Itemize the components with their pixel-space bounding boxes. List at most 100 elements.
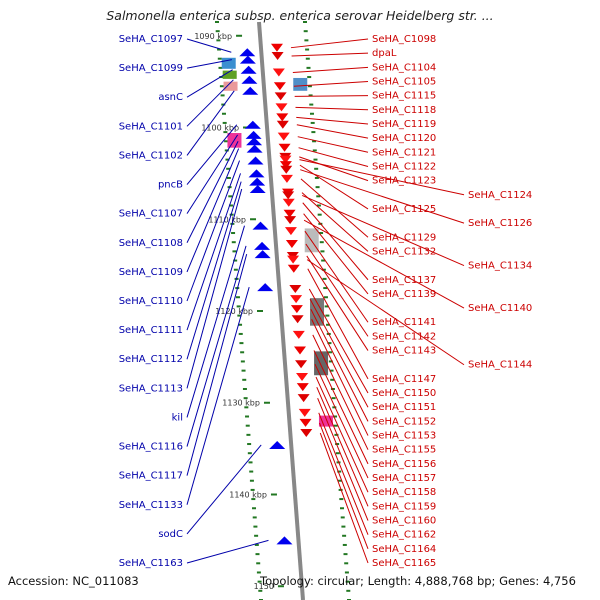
gene-leader-line bbox=[186, 245, 247, 447]
forward-feature-arrow bbox=[272, 68, 285, 77]
gene-leader-line bbox=[186, 287, 250, 505]
forward-feature-arrow bbox=[290, 295, 303, 304]
gene-label: SeHA_C1124 bbox=[468, 190, 532, 201]
reverse-feature-arrow bbox=[246, 144, 263, 153]
reverse-feature-block bbox=[221, 57, 236, 69]
forward-feature-arrow bbox=[283, 209, 296, 218]
reverse-feature-arrow bbox=[241, 75, 258, 84]
gene-leader-line bbox=[300, 178, 369, 238]
gene-label: SeHA_C1150 bbox=[372, 388, 436, 399]
forward-feature-arrow bbox=[276, 113, 289, 122]
gene-label: SeHA_C1152 bbox=[372, 416, 436, 427]
reverse-feature-arrow bbox=[246, 137, 263, 146]
gene-label: SeHA_C1097 bbox=[119, 34, 183, 45]
forward-feature-arrow bbox=[274, 92, 287, 101]
forward-feature-arrow bbox=[284, 216, 297, 225]
forward-feature-arrow bbox=[294, 346, 307, 355]
gene-leader-line bbox=[290, 38, 369, 49]
topology-label: Topology: circular; Length: 4,888,768 bp… bbox=[260, 574, 576, 588]
gene-leader-line bbox=[186, 160, 241, 302]
gene-leader-line bbox=[306, 255, 369, 351]
reverse-feature-arrow bbox=[252, 221, 269, 230]
forward-feature-arrow bbox=[278, 143, 291, 152]
genome-backbone bbox=[257, 21, 305, 600]
forward-feature-arrow bbox=[295, 360, 308, 369]
gene-label: SeHA_C1126 bbox=[468, 218, 532, 229]
forward-feature-block bbox=[293, 77, 308, 91]
reverse-feature-arrow bbox=[239, 55, 256, 64]
forward-feature-arrow bbox=[282, 198, 295, 207]
forward-feature-arrow bbox=[285, 240, 298, 249]
forward-feature-arrow bbox=[287, 255, 300, 264]
gene-label: SeHA_C1121 bbox=[372, 147, 436, 158]
gene-leader-line bbox=[186, 148, 240, 273]
reverse-feature-arrow bbox=[248, 169, 265, 178]
forward-feature-arrow bbox=[290, 305, 303, 314]
gene-label: SeHA_C1158 bbox=[372, 487, 436, 498]
map-title: Salmonella enterica subsp. enterica sero… bbox=[106, 8, 494, 23]
reverse-feature-arrow bbox=[249, 177, 266, 186]
gene-leader-line bbox=[186, 444, 262, 535]
gene-label: SeHA_C1143 bbox=[372, 346, 436, 357]
forward-feature-arrow bbox=[284, 227, 297, 236]
gene-label: SeHA_C1117 bbox=[119, 471, 183, 482]
gene-leader-line bbox=[186, 124, 238, 185]
gene-leader-line bbox=[186, 141, 239, 244]
gene-leader-line bbox=[319, 432, 369, 564]
forward-feature-arrow bbox=[277, 132, 290, 141]
reverse-feature-arrow bbox=[245, 130, 262, 139]
forward-feature-arrow bbox=[270, 43, 283, 52]
gene-leader-line bbox=[307, 268, 369, 380]
scale-label: 1150 bbox=[254, 582, 274, 591]
gene-label: SeHA_C1156 bbox=[372, 459, 436, 470]
forward-feature-arrow bbox=[291, 315, 304, 324]
gene-label: SeHA_C1163 bbox=[119, 558, 183, 569]
gene-label: SeHA_C1141 bbox=[372, 317, 436, 328]
gene-label: SeHA_C1142 bbox=[372, 331, 436, 342]
reverse-feature-arrow bbox=[249, 184, 266, 193]
gene-label: SeHA_C1159 bbox=[372, 501, 436, 512]
gene-leader-line bbox=[316, 386, 369, 507]
gene-leader-line bbox=[309, 298, 369, 408]
gene-leader-line bbox=[305, 243, 369, 337]
forward-feature-arrow bbox=[292, 330, 305, 339]
gene-leader-line bbox=[301, 192, 369, 252]
gene-label: SeHA_C1104 bbox=[372, 62, 436, 73]
gene-label: SeHA_C1115 bbox=[372, 91, 436, 102]
forward-feature-arrow bbox=[279, 155, 292, 164]
forward-feature-arrow bbox=[280, 165, 293, 174]
gene-label: SeHA_C1162 bbox=[372, 530, 436, 541]
gene-label: SeHA_C1102 bbox=[119, 150, 183, 161]
gene-label: SeHA_C1134 bbox=[468, 261, 532, 272]
gene-label: SeHA_C1118 bbox=[372, 105, 436, 116]
gene-label: SeHA_C1110 bbox=[119, 296, 183, 307]
forward-feature-arrow bbox=[296, 373, 309, 382]
gene-leader-line bbox=[186, 225, 245, 418]
gene-label: SeHA_C1155 bbox=[372, 445, 436, 456]
reverse-feature-arrow bbox=[240, 65, 257, 74]
gene-label: SeHA_C1113 bbox=[119, 383, 183, 394]
reverse-feature-arrow bbox=[254, 250, 271, 259]
gene-label: SeHA_C1133 bbox=[119, 500, 183, 511]
gene-leader-line bbox=[296, 116, 369, 125]
reverse-feature-arrow bbox=[257, 283, 274, 292]
gene-label: SeHA_C1123 bbox=[372, 176, 436, 187]
gene-leader-line bbox=[295, 106, 369, 111]
gene-label: SeHA_C1151 bbox=[372, 402, 436, 413]
gene-label: SeHA_C1164 bbox=[372, 544, 436, 555]
gene-label: SeHA_C1120 bbox=[372, 133, 436, 144]
forward-feature-arrow bbox=[279, 161, 292, 170]
gene-leader-line bbox=[293, 80, 369, 87]
gene-leader-line bbox=[291, 52, 369, 57]
gene-label: SeHA_C1109 bbox=[119, 267, 183, 278]
forward-feature-arrow bbox=[280, 174, 293, 183]
gene-label: SeHA_C1157 bbox=[372, 473, 436, 484]
gene-label: SeHA_C1129 bbox=[372, 232, 436, 243]
gene-leader-line bbox=[186, 173, 241, 331]
gene-label: SeHA_C1125 bbox=[372, 204, 436, 215]
gene-label: SeHA_C1160 bbox=[372, 516, 436, 527]
forward-feature-arrow bbox=[289, 284, 302, 293]
forward-feature-arrow bbox=[276, 120, 289, 129]
